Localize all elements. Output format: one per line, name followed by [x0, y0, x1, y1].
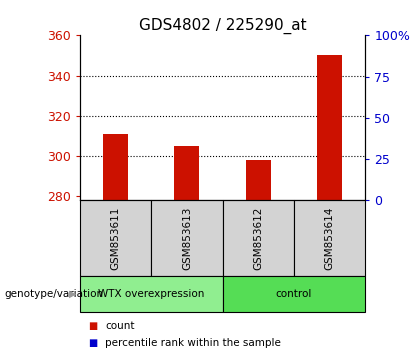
Bar [223, 276, 365, 312]
Bar [317, 56, 342, 200]
Text: control: control [276, 289, 312, 299]
Title: GDS4802 / 225290_at: GDS4802 / 225290_at [139, 18, 307, 34]
Bar [294, 200, 365, 276]
Text: percentile rank within the sample: percentile rank within the sample [105, 338, 281, 348]
Bar [80, 276, 223, 312]
Text: GSM853613: GSM853613 [182, 206, 192, 270]
Text: ■: ■ [88, 321, 97, 331]
Text: GSM853614: GSM853614 [325, 206, 335, 270]
Text: ■: ■ [88, 338, 97, 348]
Bar [174, 146, 199, 200]
Text: ▶: ▶ [69, 289, 77, 299]
Text: count: count [105, 321, 134, 331]
Bar [151, 200, 223, 276]
Text: genotype/variation: genotype/variation [4, 289, 103, 299]
Text: WTX overexpression: WTX overexpression [98, 289, 205, 299]
Bar [103, 134, 128, 200]
Bar [80, 200, 151, 276]
Text: GSM853612: GSM853612 [253, 206, 263, 270]
Text: GSM853611: GSM853611 [110, 206, 121, 270]
Bar [246, 160, 271, 200]
Bar [223, 200, 294, 276]
